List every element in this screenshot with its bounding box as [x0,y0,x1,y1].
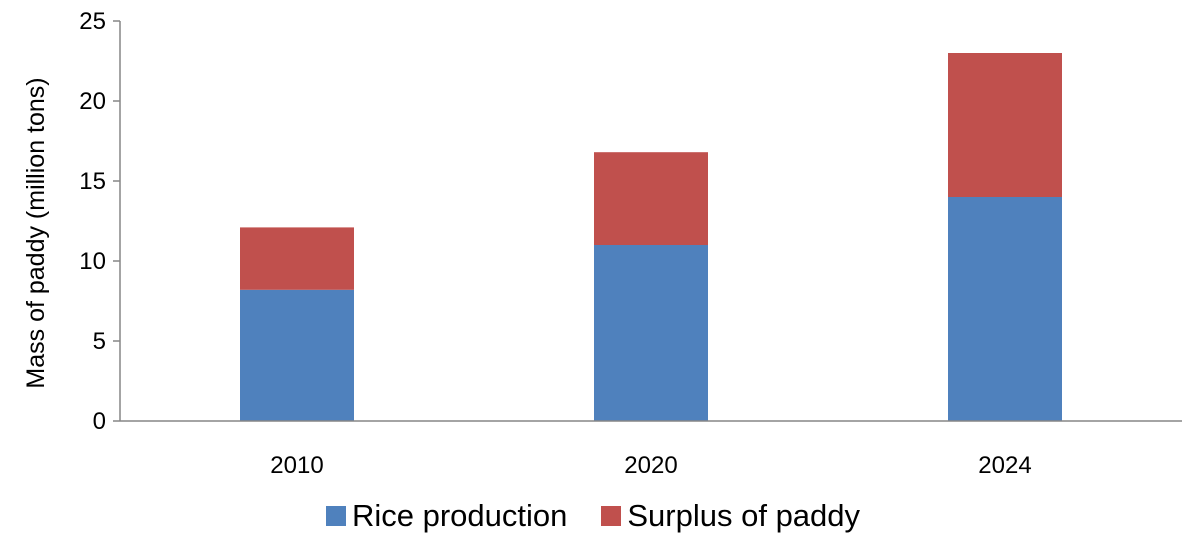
stacked-bar-chart: Mass of paddy (million tons) 0510152025 … [22,8,1182,479]
bars [240,53,1062,421]
y-axis-ticks: 0 5 10 15 20 25 [79,8,120,435]
bar-rice-production-2010 [240,289,354,421]
legend-swatch-surplus-of-paddy [601,506,622,526]
y-tick-label: 5 [93,328,106,355]
x-tick-label-2024: 2024 [978,452,1031,479]
y-tick-label: 15 [79,168,106,195]
legend-label-rice-production: Rice production [351,498,568,533]
bar-surplus-of-paddy-2024 [948,53,1062,197]
legend: Rice production Surplus of paddy [0,498,1186,534]
x-tick-label-2020: 2020 [624,452,677,479]
legend-label-surplus-of-paddy: Surplus of paddy [627,498,861,533]
legend-swatch-rice-production [325,506,346,526]
bar-surplus-of-paddy-2010 [240,227,354,290]
bar-surplus-of-paddy-2020 [594,152,708,245]
x-axis-ticks: 2010 2020 2024 [270,452,1031,479]
legend-item-surplus-of-paddy: Surplus of paddy [601,498,860,534]
bar-rice-production-2024 [948,197,1062,421]
legend-item-rice-production: Rice production [325,498,568,534]
x-tick-label-2010: 2010 [270,452,323,479]
y-tick-label: 20 [79,88,106,115]
y-tick-label: 25 [79,8,106,35]
y-tick-label: 10 [79,248,106,275]
y-axis-title: Mass of paddy (million tons) [22,77,50,388]
y-tick-label: 0 [93,408,106,435]
bar-rice-production-2020 [594,245,708,421]
